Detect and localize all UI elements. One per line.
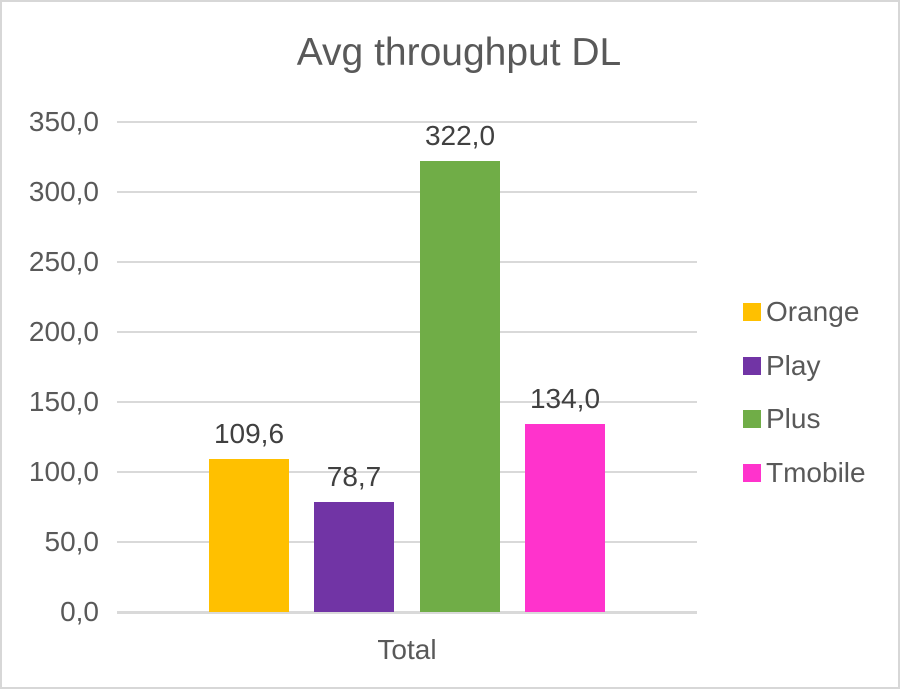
bar-plus	[420, 161, 500, 612]
legend-swatch-orange	[743, 303, 761, 321]
data-label-plus: 322,0	[424, 120, 496, 151]
data-label-play: 78,7	[326, 461, 382, 492]
gridline-150,0	[117, 401, 697, 403]
gridline-250,0	[117, 261, 697, 263]
chart-title: Avg throughput DL	[296, 31, 622, 74]
gridline-300,0	[117, 191, 697, 193]
legend-swatch-play	[743, 356, 761, 375]
legend-item-plus: Plus	[743, 405, 820, 433]
bar-play	[314, 502, 394, 612]
legend-label-orange: Orange	[766, 296, 860, 327]
gridline-50,0	[117, 541, 697, 543]
y-tick-label: 250,0	[28, 246, 99, 277]
plot-area	[117, 121, 697, 613]
y-tick-label: 200,0	[28, 316, 99, 347]
bar-orange	[209, 459, 289, 612]
y-tick-label: 50,0	[44, 526, 100, 557]
x-category-label: Total	[377, 634, 437, 665]
legend-item-play: Play	[743, 349, 821, 381]
bar-tmobile	[525, 424, 605, 612]
data-label-orange: 109,6	[213, 418, 285, 449]
legend-item-tmobile: Tmobile	[743, 456, 866, 488]
legend-item-orange: Orange	[743, 298, 859, 326]
legend-label-plus: Plus	[766, 403, 821, 434]
legend-label-tmobile: Tmobile	[766, 456, 866, 488]
y-tick-label: 350,0	[28, 106, 99, 137]
y-tick-label: 100,0	[28, 456, 99, 487]
data-label-tmobile: 134,0	[529, 383, 601, 414]
x-axis-line	[117, 611, 697, 614]
legend-label-play: Play	[766, 349, 821, 381]
legend-swatch-tmobile	[743, 463, 761, 482]
gridline-100,0	[117, 471, 697, 473]
gridline-200,0	[117, 331, 697, 333]
legend-swatch-plus	[743, 410, 761, 428]
y-tick-label: 300,0	[28, 176, 99, 207]
gridline-350,0	[117, 121, 697, 124]
y-tick-label: 0,0	[60, 596, 99, 627]
y-tick-label: 150,0	[28, 386, 99, 417]
